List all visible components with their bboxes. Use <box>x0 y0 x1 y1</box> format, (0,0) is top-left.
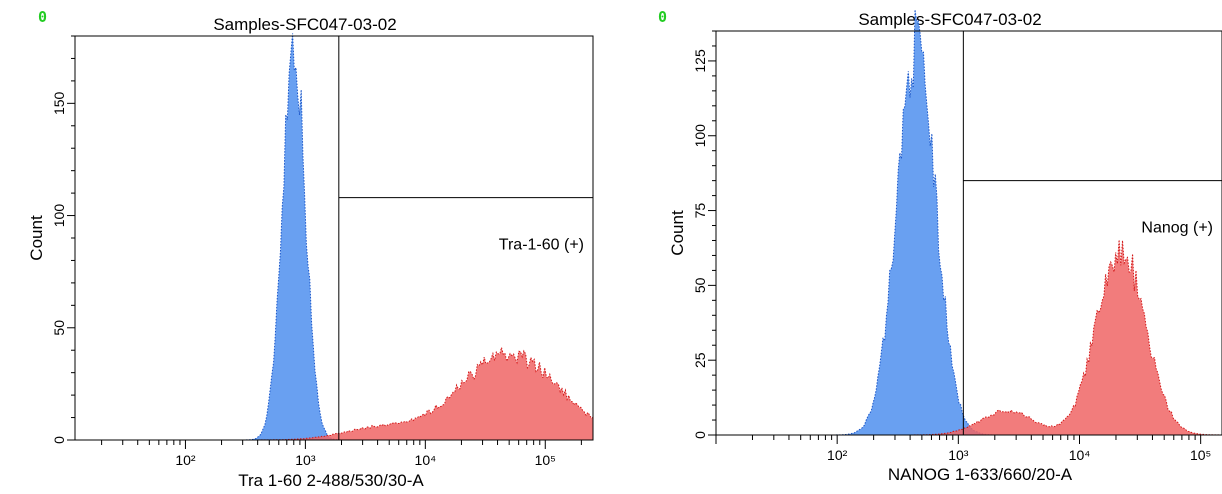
y-tick-label: 50 <box>51 320 67 336</box>
y-tick-label: 75 <box>692 203 708 219</box>
gate-label: Tra-1-60 (+) <box>499 237 584 254</box>
x-axis-label: Tra 1-60 2-488/530/30-A <box>238 471 424 490</box>
x-axis-label: NANOG 1-633/660/20-A <box>888 465 1073 484</box>
x-tick-label: 10⁵ <box>1190 447 1211 463</box>
y-tick-label: 100 <box>692 124 708 148</box>
histogram-series-2 <box>75 345 594 441</box>
x-tick-label: 10⁵ <box>535 452 556 468</box>
y-tick-label: 150 <box>51 91 67 115</box>
histogram-panel-2: 0 Samples-SFC047-03-02 Nanog (+) 10² 10³ 10⁴ 1… <box>658 8 1222 484</box>
y-tick-label: 25 <box>692 352 708 368</box>
x-tick-label: 10⁴ <box>1069 447 1091 463</box>
y-tick-label: 50 <box>692 277 708 293</box>
plot-frame <box>715 30 1222 436</box>
y-tick-label: 125 <box>692 49 708 73</box>
corner-marker: 0 <box>38 8 47 26</box>
x-tick-label: 10² <box>827 447 848 463</box>
y-tick-label: 0 <box>692 431 708 439</box>
x-tick-label: 10² <box>175 452 196 468</box>
y-tick-label: 0 <box>51 436 67 444</box>
chart-title: Samples-SFC047-03-02 <box>213 15 396 34</box>
gate-label: Nanog (+) <box>1141 220 1213 237</box>
histogram-panel-1: 0 Samples-SFC047-03-02 Tra-1-60 (+) 10² 10³ 1… <box>27 8 594 490</box>
corner-marker: 0 <box>658 8 667 26</box>
chart-title: Samples-SFC047-03-02 <box>858 10 1041 29</box>
x-tick-label: 10³ <box>948 447 969 463</box>
y-axis-label: Count <box>668 210 687 256</box>
x-tick-label: 10³ <box>295 452 316 468</box>
y-axis-label: Count <box>27 215 46 261</box>
x-tick-label: 10⁴ <box>415 452 437 468</box>
y-tick-label: 100 <box>51 204 67 228</box>
histogram-series-2 <box>716 239 1222 436</box>
